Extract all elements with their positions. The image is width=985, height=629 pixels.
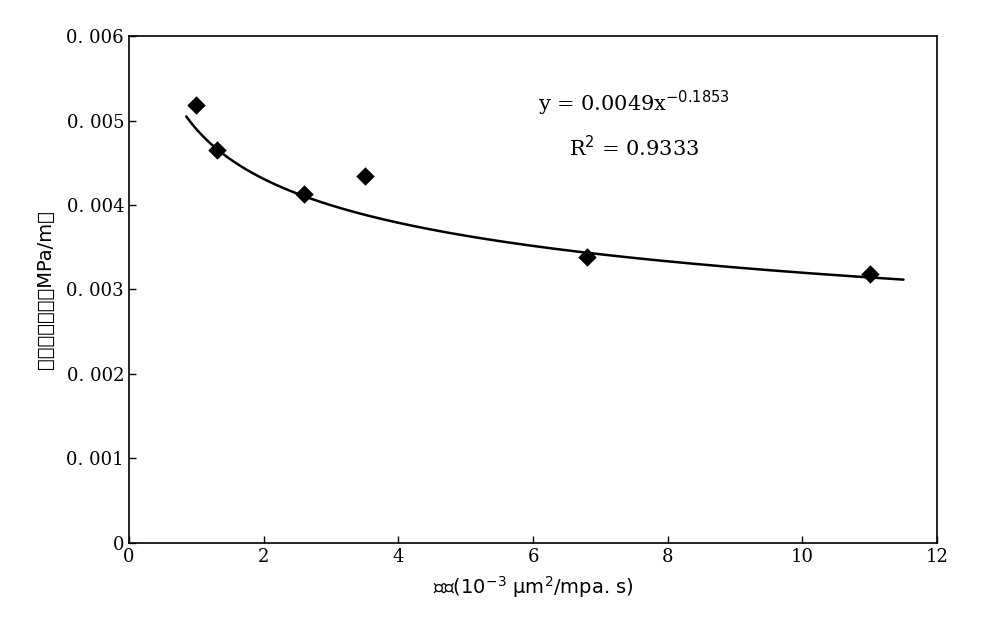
Point (579, 252, 595, 262)
Point (357, 170, 372, 181)
Y-axis label: 启动压力梯度（MPa/m）: 启动压力梯度（MPa/m） (36, 210, 55, 369)
Point (209, 145, 225, 155)
Point (188, 99, 204, 109)
X-axis label: 流度(10$^{-3}$ μm$^2$/mpa. s): 流度(10$^{-3}$ μm$^2$/mpa. s) (432, 574, 633, 600)
Point (296, 189, 312, 199)
Text: y = 0.0049x$^{-0.1853}$: y = 0.0049x$^{-0.1853}$ (538, 89, 730, 118)
Text: R$^2$ = 0.9333: R$^2$ = 0.9333 (569, 135, 699, 160)
Point (862, 269, 878, 279)
